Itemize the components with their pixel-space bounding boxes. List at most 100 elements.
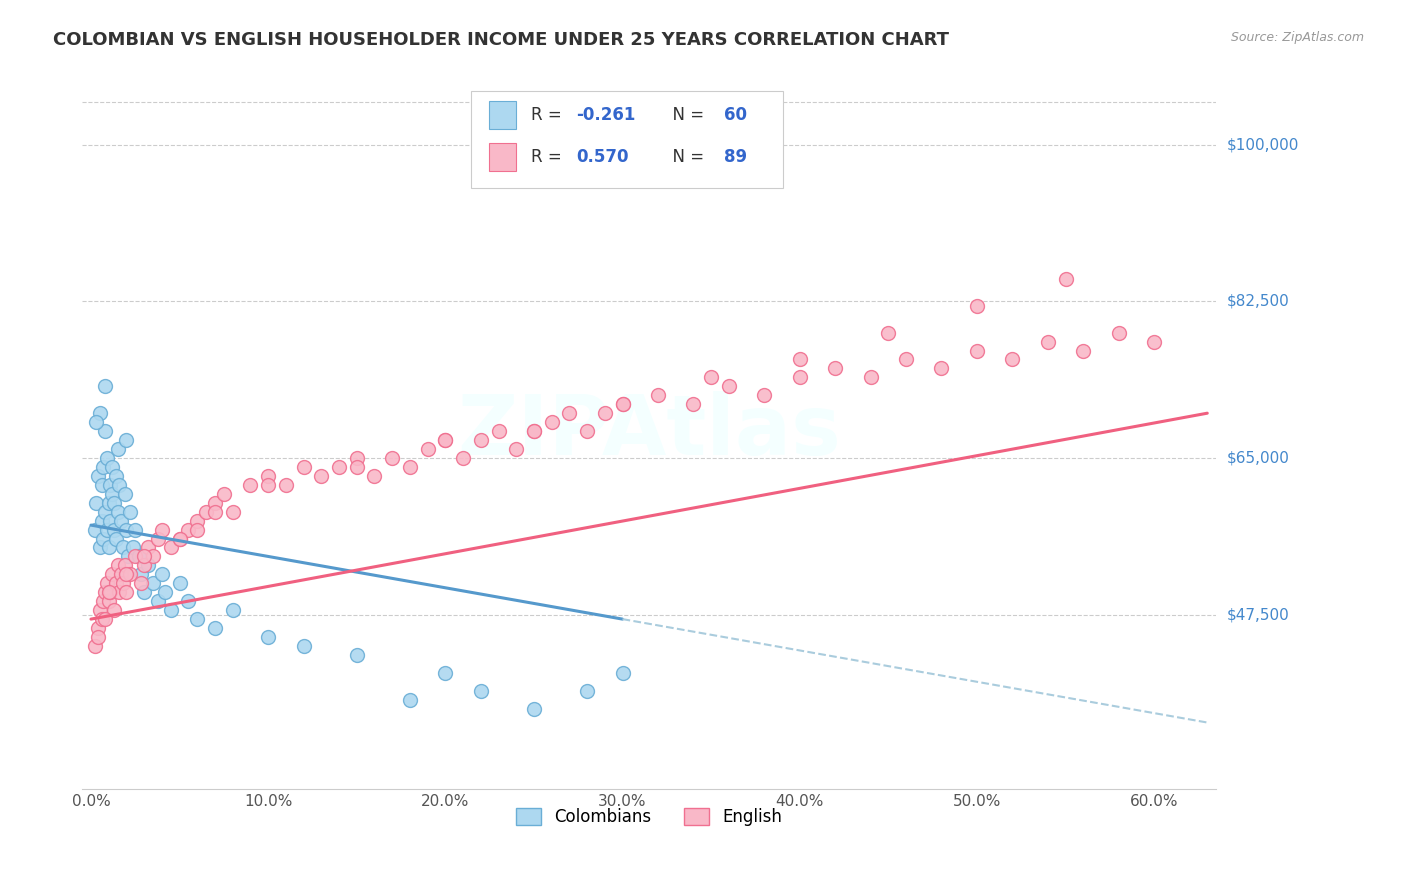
Point xyxy=(204,505,226,519)
Point xyxy=(97,541,120,555)
Point xyxy=(186,612,208,626)
Point xyxy=(212,487,235,501)
Point xyxy=(576,683,599,698)
Point xyxy=(540,415,562,429)
Point xyxy=(576,424,599,438)
Point xyxy=(523,424,546,438)
Point xyxy=(115,523,138,537)
Point xyxy=(117,549,139,564)
Point xyxy=(94,424,117,438)
Point xyxy=(124,549,146,564)
Point xyxy=(115,585,138,599)
Point xyxy=(100,514,122,528)
Point xyxy=(101,567,124,582)
Point xyxy=(107,558,129,573)
Text: -0.261: -0.261 xyxy=(576,106,636,124)
Point xyxy=(84,496,107,510)
Point xyxy=(110,567,132,582)
Text: 60: 60 xyxy=(724,106,747,124)
Text: $65,000: $65,000 xyxy=(1227,450,1291,466)
Point xyxy=(612,397,634,411)
Point xyxy=(1054,272,1077,286)
Point xyxy=(93,594,115,608)
Text: ZIPAtlas: ZIPAtlas xyxy=(457,391,841,472)
Point xyxy=(136,541,159,555)
Point xyxy=(169,576,191,591)
Point xyxy=(101,487,124,501)
Point xyxy=(434,433,457,447)
Point xyxy=(159,603,181,617)
Point xyxy=(97,496,120,510)
Point xyxy=(523,424,546,438)
Point xyxy=(89,541,111,555)
Point xyxy=(96,523,118,537)
Point xyxy=(931,361,953,376)
Point xyxy=(90,612,112,626)
Text: N =: N = xyxy=(662,106,709,124)
Point xyxy=(129,567,152,582)
Point xyxy=(87,468,110,483)
Point xyxy=(136,558,159,573)
Point xyxy=(1071,343,1094,358)
Point xyxy=(470,433,492,447)
Point xyxy=(100,478,122,492)
Point xyxy=(134,549,156,564)
Point xyxy=(94,505,117,519)
Point xyxy=(89,406,111,420)
Point xyxy=(177,594,200,608)
Point xyxy=(523,701,546,715)
Point xyxy=(134,558,156,573)
Point xyxy=(90,478,112,492)
Point xyxy=(107,442,129,456)
Point xyxy=(434,665,457,680)
Point xyxy=(114,487,136,501)
Point xyxy=(311,468,333,483)
Point xyxy=(89,603,111,617)
Point xyxy=(104,468,127,483)
Point xyxy=(114,558,136,573)
Point xyxy=(346,648,368,662)
Point xyxy=(159,541,181,555)
Point xyxy=(257,630,280,644)
Point xyxy=(115,567,138,582)
Point xyxy=(93,532,115,546)
Point xyxy=(103,523,125,537)
Point xyxy=(103,496,125,510)
Point xyxy=(558,406,581,420)
Point xyxy=(111,576,134,591)
Point xyxy=(416,442,439,456)
Point xyxy=(118,505,141,519)
Point xyxy=(204,496,226,510)
Point xyxy=(1001,352,1024,367)
Point xyxy=(505,442,527,456)
Text: 89: 89 xyxy=(724,148,747,166)
Text: 0.570: 0.570 xyxy=(576,148,628,166)
Point xyxy=(257,478,280,492)
Point xyxy=(612,397,634,411)
Point xyxy=(717,379,740,393)
Point xyxy=(148,532,170,546)
FancyBboxPatch shape xyxy=(489,143,516,171)
Point xyxy=(169,532,191,546)
Point xyxy=(1143,334,1166,349)
Point xyxy=(97,585,120,599)
Text: $100,000: $100,000 xyxy=(1227,137,1299,153)
Point xyxy=(966,343,988,358)
Point xyxy=(83,639,105,653)
Point xyxy=(128,549,150,564)
Point xyxy=(150,567,173,582)
Point xyxy=(682,397,704,411)
Point xyxy=(107,505,129,519)
Point xyxy=(399,459,422,474)
Point xyxy=(104,576,127,591)
Point xyxy=(789,352,811,367)
Point xyxy=(239,478,262,492)
Point xyxy=(292,459,315,474)
FancyBboxPatch shape xyxy=(471,91,783,187)
Point xyxy=(451,450,474,465)
Text: R =: R = xyxy=(531,106,567,124)
Point xyxy=(824,361,846,376)
Point xyxy=(96,576,118,591)
Point xyxy=(894,352,917,367)
Point xyxy=(877,326,900,340)
